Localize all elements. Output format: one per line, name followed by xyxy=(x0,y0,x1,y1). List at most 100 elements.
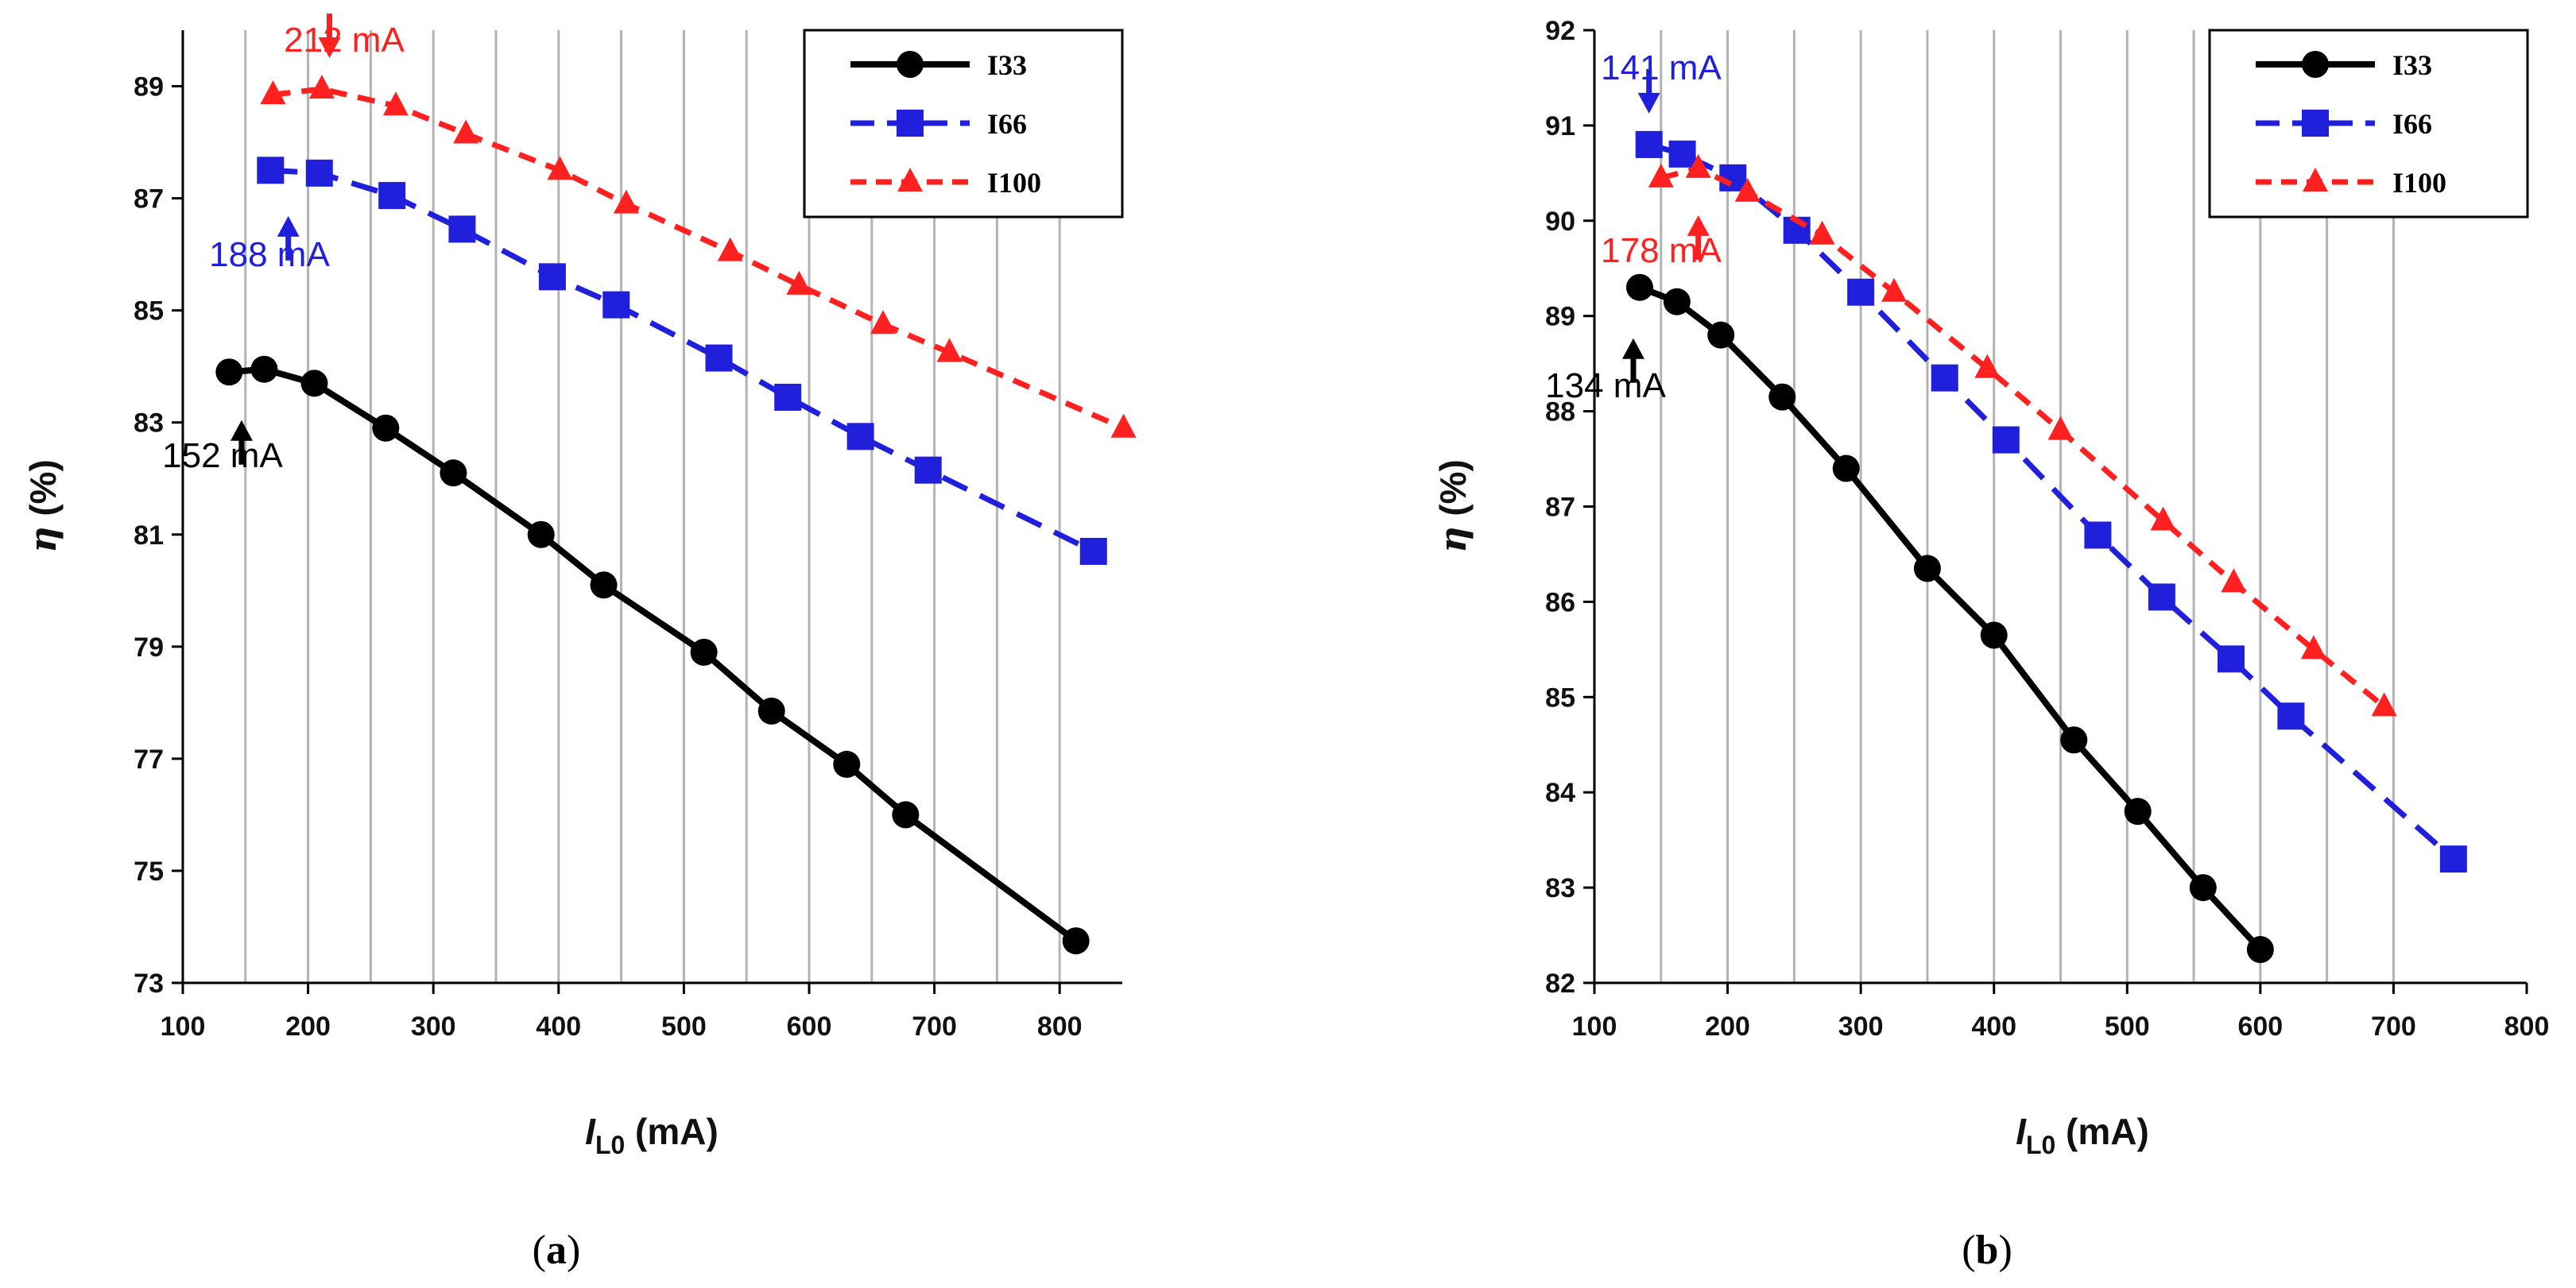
annotation: 188 mA xyxy=(209,215,330,274)
y-tick-label: 77 xyxy=(134,745,164,775)
annotation-arrow-head xyxy=(230,420,253,441)
y-axis-title: η (%) xyxy=(21,459,64,553)
data-point xyxy=(260,80,286,105)
annotation-label: 212 mA xyxy=(284,21,405,60)
data-point xyxy=(1663,288,1691,315)
legend: I33 I66 I100 xyxy=(2208,29,2529,219)
series-i33 xyxy=(215,355,1090,955)
x-tick-label: 100 xyxy=(161,1011,206,1042)
data-point xyxy=(1768,383,1796,411)
data-point xyxy=(2439,845,2467,873)
data-point xyxy=(1079,537,1107,565)
x-tick-label: 300 xyxy=(1838,1011,1884,1042)
data-point xyxy=(257,157,285,184)
data-point xyxy=(372,414,400,442)
data-point xyxy=(2148,583,2175,611)
data-point xyxy=(1110,413,1137,438)
data-point xyxy=(690,638,718,666)
legend-label: I100 xyxy=(987,167,1041,199)
series-i33 xyxy=(1625,273,2274,964)
data-point xyxy=(2371,692,2397,717)
data-point xyxy=(440,459,467,487)
data-point xyxy=(382,91,409,116)
annotation: 178 mA xyxy=(1601,215,1722,270)
y-tick-label: 83 xyxy=(134,408,164,439)
x-tick-label: 500 xyxy=(661,1011,707,1042)
legend-marker xyxy=(897,51,924,78)
annotation-arrow-head xyxy=(1687,215,1710,236)
data-point xyxy=(705,344,733,372)
data-point xyxy=(1992,426,2020,454)
annotation-arrow-head xyxy=(1637,92,1660,114)
x-tick-label: 500 xyxy=(2105,1011,2150,1042)
legend-label: I100 xyxy=(2392,167,2446,199)
data-point xyxy=(300,369,328,397)
x-tick-label: 100 xyxy=(1572,1011,1617,1042)
y-tick-label: 89 xyxy=(134,72,164,102)
y-tick-label: 92 xyxy=(1545,16,1575,46)
data-point xyxy=(2047,416,2074,440)
data-point xyxy=(613,189,639,214)
y-tick-label: 79 xyxy=(134,632,164,663)
legend-marker xyxy=(2302,110,2329,137)
data-point xyxy=(892,801,920,829)
x-tick-label: 700 xyxy=(912,1011,957,1042)
data-point xyxy=(602,291,630,319)
x-axis-title: IL0 (mA) xyxy=(585,1111,719,1159)
data-point xyxy=(1881,277,1908,302)
series-line xyxy=(228,366,1079,944)
chart-b: 82 83 84 85 86 87 88 89 90 91 92 100 200 300 400 500 600… xyxy=(1431,16,2549,1273)
y-tick-label: 88 xyxy=(1545,397,1575,427)
data-point xyxy=(870,310,896,335)
legend-label: I33 xyxy=(2392,49,2432,81)
y-tick-label: 86 xyxy=(1545,587,1575,617)
legend-marker xyxy=(897,168,923,191)
data-point xyxy=(2060,726,2088,754)
y-tick-label: 75 xyxy=(134,857,164,887)
data-point xyxy=(1913,555,1941,582)
y-tick-label: 90 xyxy=(1545,207,1575,237)
x-tick-label: 700 xyxy=(2371,1011,2416,1042)
data-point xyxy=(305,159,333,187)
data-point xyxy=(547,156,573,180)
y-tick-label: 82 xyxy=(1545,969,1575,999)
x-tick-label: 600 xyxy=(787,1011,832,1042)
y-tick-label: 73 xyxy=(134,969,164,999)
data-point xyxy=(308,75,335,99)
y-tick-label: 89 xyxy=(1545,302,1575,332)
data-point xyxy=(1635,130,1663,158)
data-point xyxy=(717,237,743,261)
annotation-arrow-head xyxy=(1621,338,1644,359)
data-point xyxy=(1734,177,1761,202)
y-tick-label: 85 xyxy=(134,296,164,327)
x-tick-label: 200 xyxy=(1705,1011,1750,1042)
data-point xyxy=(1707,321,1735,349)
legend: I33 I66 I100 xyxy=(803,29,1124,219)
y-tick-label: 81 xyxy=(134,520,164,551)
data-point xyxy=(590,571,618,599)
data-point xyxy=(378,182,406,210)
legend-marker xyxy=(2302,51,2329,78)
data-point xyxy=(2124,798,2152,826)
y-tick-label: 84 xyxy=(1545,778,1575,808)
data-point xyxy=(2217,645,2245,673)
legend-marker xyxy=(2303,168,2328,191)
series-line xyxy=(1648,141,2456,861)
data-point xyxy=(786,270,812,295)
data-point xyxy=(1980,621,2008,649)
series-i66 xyxy=(1635,130,2467,873)
legend-label: I33 xyxy=(987,49,1027,81)
x-tick-label: 400 xyxy=(536,1011,581,1042)
data-point xyxy=(846,423,874,451)
data-point xyxy=(2300,635,2326,659)
annotation-label: 134 mA xyxy=(1545,366,1666,405)
x-tick-label: 800 xyxy=(2504,1011,2550,1042)
legend-label: I66 xyxy=(987,108,1027,140)
x-tick-label: 600 xyxy=(2237,1011,2283,1042)
figure-caption: (a) xyxy=(533,1228,581,1273)
y-tick-label: 85 xyxy=(1545,683,1575,713)
data-point xyxy=(527,520,555,548)
x-tick-label: 200 xyxy=(285,1011,331,1042)
data-point xyxy=(1931,364,1958,392)
data-point xyxy=(914,456,942,484)
